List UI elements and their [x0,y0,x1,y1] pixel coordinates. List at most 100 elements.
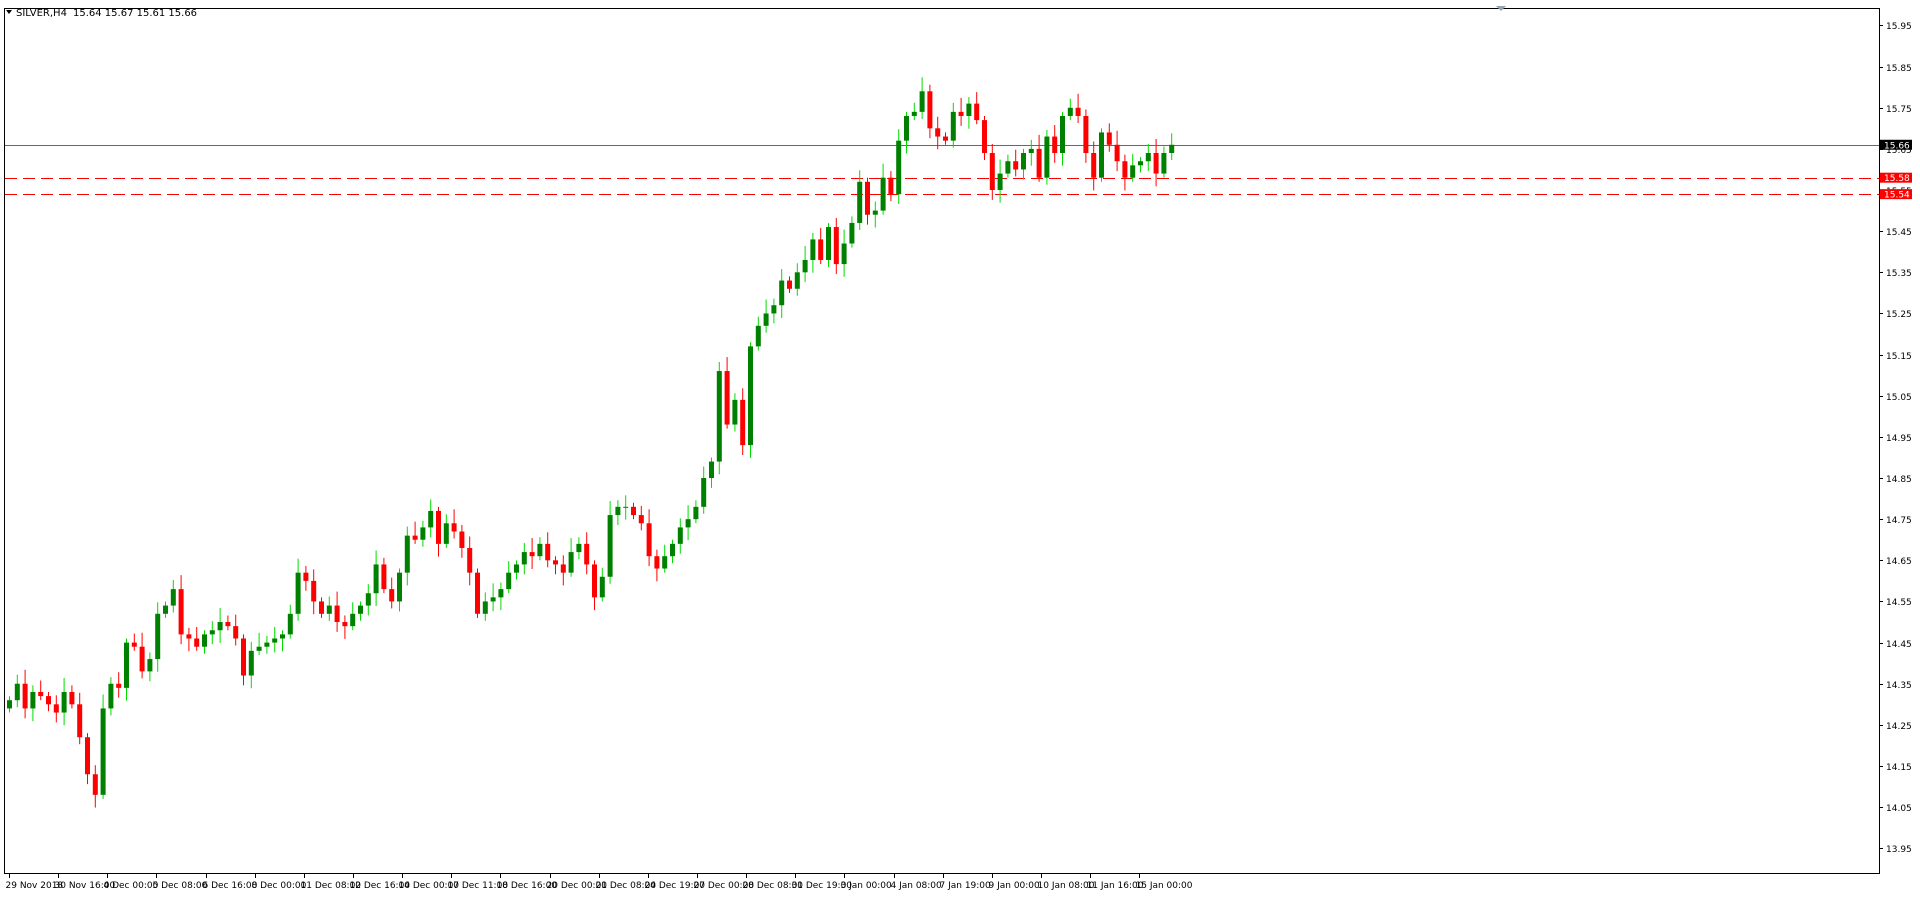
bear-candle[interactable] [1153,153,1159,174]
bull-candle[interactable] [443,523,449,544]
bull-candle[interactable] [1044,136,1050,178]
bear-candle[interactable] [311,580,317,602]
bull-candle[interactable] [428,510,434,528]
bull-candle[interactable] [397,572,402,602]
bear-candle[interactable] [459,531,465,548]
bull-candle[interactable] [896,140,902,195]
bear-candle[interactable] [319,601,324,614]
bull-candle[interactable] [685,519,691,528]
bull-candle[interactable] [1145,153,1151,162]
bull-candle[interactable] [904,115,909,141]
bull-candle[interactable] [108,683,114,709]
bull-candle[interactable] [217,622,223,631]
bull-candle[interactable] [763,313,769,326]
bear-candle[interactable] [451,523,457,532]
bull-candle[interactable] [615,506,621,516]
bear-candle[interactable] [724,371,730,425]
bull-candle[interactable] [209,630,215,635]
bull-candle[interactable] [295,572,301,614]
bear-candle[interactable] [139,646,145,672]
bull-candle[interactable] [716,371,722,462]
bull-candle[interactable] [287,613,293,635]
bull-candle[interactable] [755,325,761,347]
bear-candle[interactable] [1122,161,1128,178]
bear-candle[interactable] [818,239,824,260]
bull-candle[interactable] [701,478,707,507]
bull-candle[interactable] [1130,165,1136,178]
bull-candle[interactable] [1060,115,1065,153]
bull-candle[interactable] [802,259,808,273]
bull-candle[interactable] [264,642,270,647]
bear-candle[interactable] [553,560,558,565]
bear-candle[interactable] [436,510,441,544]
bull-candle[interactable] [498,589,504,598]
bear-candle[interactable] [1083,115,1089,153]
bear-candle[interactable] [334,605,340,623]
bear-candle[interactable] [381,564,387,590]
bull-candle[interactable] [919,91,925,112]
bull-candle[interactable] [373,564,379,594]
bear-candle[interactable] [943,136,948,141]
bull-candle[interactable] [163,605,168,614]
bull-candle[interactable] [1138,161,1143,166]
bull-candle[interactable] [1161,153,1167,174]
bear-candle[interactable] [22,683,28,709]
bull-candle[interactable] [748,346,753,446]
bear-candle[interactable] [631,506,636,516]
bear-candle[interactable] [529,552,535,557]
bull-candle[interactable] [1099,132,1104,178]
bull-candle[interactable] [826,227,831,260]
bull-candle[interactable] [997,173,1003,191]
bull-candle[interactable] [880,177,886,211]
bull-candle[interactable] [350,613,356,627]
bear-candle[interactable] [1052,136,1058,153]
bull-candle[interactable] [576,543,582,553]
bear-candle[interactable] [225,622,231,627]
bear-candle[interactable] [92,774,98,795]
bull-candle[interactable] [537,543,543,557]
bull-candle[interactable] [155,613,161,660]
bull-candle[interactable] [771,305,777,314]
bear-candle[interactable] [935,128,941,137]
bear-candle[interactable] [989,153,995,191]
bull-candle[interactable] [794,272,800,289]
bull-candle[interactable] [482,601,488,614]
bull-candle[interactable] [857,181,863,223]
bear-candle[interactable] [342,622,348,627]
bull-candle[interactable] [404,535,410,573]
bull-candle[interactable] [623,506,629,508]
bear-candle[interactable] [85,737,90,775]
bull-candle[interactable] [7,700,12,709]
bear-candle[interactable] [116,683,122,688]
bull-candle[interactable] [966,103,972,116]
bull-candle[interactable] [358,605,363,614]
bear-candle[interactable] [303,572,309,581]
bull-candle[interactable] [521,552,527,565]
bull-candle[interactable] [170,589,176,606]
bull-candle[interactable] [420,527,426,540]
bear-candle[interactable] [974,103,980,121]
bull-candle[interactable] [779,280,785,306]
bear-candle[interactable] [646,523,652,557]
symbol-dropdown-icon[interactable] [6,10,12,14]
bull-candle[interactable] [506,572,512,590]
bull-candle[interactable] [1005,161,1011,174]
bear-candle[interactable] [1091,153,1097,178]
bull-candle[interactable] [693,506,699,520]
bull-candle[interactable] [14,683,20,701]
bull-candle[interactable] [1067,107,1073,116]
bear-candle[interactable] [1114,144,1120,162]
bull-candle[interactable] [732,399,738,425]
bull-candle[interactable] [568,552,574,573]
bear-candle[interactable] [982,120,987,153]
bear-candle[interactable] [545,543,551,561]
bull-candle[interactable] [61,691,67,713]
bear-candle[interactable] [389,589,395,602]
bear-candle[interactable] [787,280,792,289]
bull-candle[interactable] [849,222,855,244]
bull-candle[interactable] [950,111,956,141]
bear-candle[interactable] [412,535,418,540]
bear-candle[interactable] [1036,148,1042,178]
